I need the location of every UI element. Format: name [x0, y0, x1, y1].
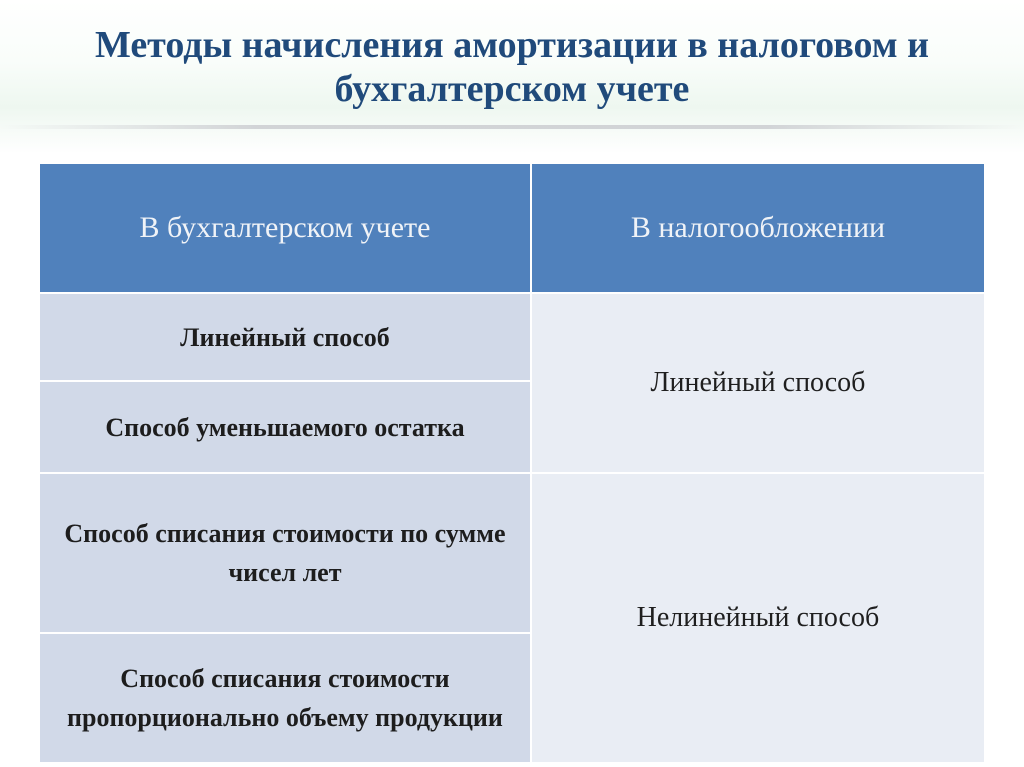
method-units-of-production: Способ списания стоимости пропорциональн…: [39, 633, 531, 763]
header-accounting: В бухгалтерском учете: [39, 163, 531, 293]
tax-linear: Линейный способ: [531, 293, 985, 473]
method-linear: Линейный способ: [39, 293, 531, 381]
table-row: Линейный способ Линейный способ: [39, 293, 985, 381]
title-underline: [0, 125, 1024, 129]
header-taxation: В налогообложении: [531, 163, 985, 293]
table-header-row: В бухгалтерском учете В налогообложении: [39, 163, 985, 293]
method-declining-balance: Способ уменьшаемого остатка: [39, 381, 531, 473]
tax-nonlinear: Нелинейный способ: [531, 473, 985, 763]
table-row: Способ списания стоимости по сумме чисел…: [39, 473, 985, 633]
comparison-table: В бухгалтерском учете В налогообложении …: [38, 162, 986, 764]
slide-title: Методы начисления амортизации в налогово…: [0, 0, 1024, 111]
method-sum-of-years: Способ списания стоимости по сумме чисел…: [39, 473, 531, 633]
